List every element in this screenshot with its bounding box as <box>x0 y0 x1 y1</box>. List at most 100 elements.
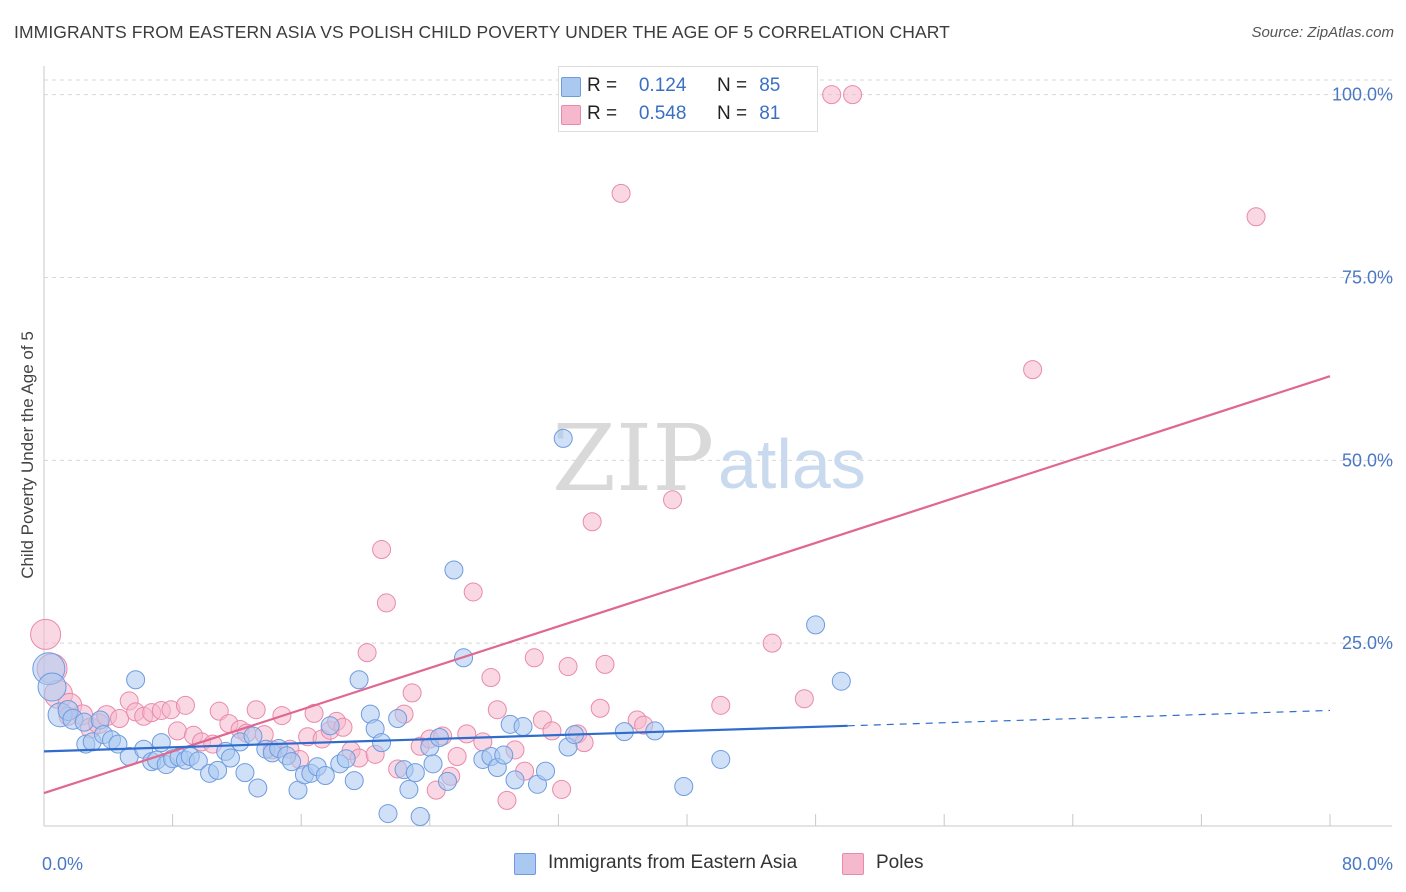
data-point <box>74 712 94 732</box>
data-point <box>349 670 369 690</box>
data-point <box>494 745 514 765</box>
legend-item-poles[interactable]: Poles <box>842 852 924 875</box>
r-label: R = <box>587 103 618 124</box>
data-point <box>711 695 731 715</box>
data-point <box>37 672 67 702</box>
data-point <box>126 670 146 690</box>
stats-box: R = 0.124 N = 85 R = 0.548 N = 81 <box>558 66 818 132</box>
data-point <box>388 708 408 728</box>
data-point <box>663 490 683 510</box>
data-point <box>167 721 187 741</box>
data-point <box>553 428 573 448</box>
trend-line-eastern-asia <box>43 724 848 753</box>
n-value: 81 <box>759 103 781 124</box>
data-point <box>558 657 578 677</box>
data-point <box>463 582 483 602</box>
trend-lines <box>43 375 1331 795</box>
tick-labels: 25.0% 50.0% 75.0% 100.0% 0.0% 80.0% <box>42 85 1393 874</box>
data-point <box>437 771 457 791</box>
data-point <box>372 540 392 560</box>
r-label: R = <box>587 75 618 96</box>
series-eastern-asia-points <box>32 428 851 826</box>
data-point <box>595 654 615 674</box>
data-point <box>487 700 507 720</box>
data-point <box>762 633 782 653</box>
data-point <box>399 779 419 799</box>
data-point <box>378 804 398 824</box>
data-point <box>822 85 842 105</box>
legend-label: Poles <box>876 852 924 873</box>
data-point <box>1023 360 1043 380</box>
y-tick-label: 50.0% <box>1342 450 1393 470</box>
data-point <box>208 760 228 780</box>
data-point <box>794 689 814 709</box>
n-label: N = <box>716 75 748 96</box>
y-tick-label: 25.0% <box>1342 633 1393 653</box>
stats-row-eastern-asia: R = 0.124 N = 85 <box>561 75 781 97</box>
data-point <box>524 648 544 668</box>
legend: Immigrants from Eastern Asia Poles <box>0 852 1406 878</box>
data-point <box>235 763 255 783</box>
data-point <box>315 766 335 786</box>
y-tick-label: 100.0% <box>1332 85 1393 105</box>
data-point <box>188 751 208 771</box>
data-point <box>282 752 302 772</box>
trend-line-eastern-asia-extension <box>847 709 1331 727</box>
data-point <box>542 721 562 741</box>
data-point <box>376 593 396 613</box>
y-tick-label: 75.0% <box>1342 267 1393 287</box>
data-point <box>582 512 602 532</box>
watermark-atlas: atlas <box>718 425 866 503</box>
data-point <box>423 754 443 774</box>
data-point <box>457 724 477 744</box>
stats-row-poles: R = 0.548 N = 81 <box>561 103 781 125</box>
data-point <box>405 763 425 783</box>
x-tick-label: 0.0% <box>42 854 83 874</box>
legend-label: Immigrants from Eastern Asia <box>548 852 798 873</box>
pink-square-icon <box>842 853 864 875</box>
data-point <box>248 778 268 798</box>
data-point <box>505 770 525 790</box>
n-value: 85 <box>759 75 781 96</box>
data-point <box>357 643 377 663</box>
data-point <box>336 749 356 769</box>
data-point <box>481 668 501 688</box>
data-point <box>30 618 62 650</box>
data-point <box>444 560 464 580</box>
pink-swatch-icon <box>561 105 581 125</box>
data-point <box>513 717 533 737</box>
watermark-zip: ZIP <box>552 405 714 512</box>
data-point <box>806 615 826 635</box>
legend-item-eastern-asia[interactable]: Immigrants from Eastern Asia <box>514 852 798 875</box>
trend-line-poles <box>43 375 1331 795</box>
gridlines <box>44 79 1392 644</box>
data-point <box>711 749 731 769</box>
data-point <box>552 779 572 799</box>
data-point <box>674 777 694 797</box>
axes <box>43 66 1392 827</box>
data-point <box>246 700 266 720</box>
data-point <box>220 748 240 768</box>
r-value: 0.124 <box>638 75 687 96</box>
data-point <box>110 708 130 728</box>
source-label: Source: ZipAtlas.com <box>1251 24 1394 41</box>
blue-swatch-icon <box>561 77 581 97</box>
x-tick-label: 80.0% <box>1342 854 1393 874</box>
blue-square-icon <box>514 853 536 875</box>
chart-title: IMMIGRANTS FROM EASTERN ASIA VS POLISH C… <box>14 22 950 42</box>
data-point <box>304 703 324 723</box>
data-point <box>429 728 449 748</box>
data-point <box>843 85 863 105</box>
data-point <box>1246 207 1266 227</box>
data-point <box>447 747 467 767</box>
data-point <box>372 733 392 753</box>
n-label: N = <box>716 103 748 124</box>
data-point <box>410 806 430 826</box>
data-point <box>611 183 631 203</box>
data-point <box>831 671 851 691</box>
data-point <box>536 761 556 781</box>
data-point <box>402 683 422 703</box>
r-value: 0.548 <box>638 103 687 124</box>
data-point <box>344 771 364 791</box>
